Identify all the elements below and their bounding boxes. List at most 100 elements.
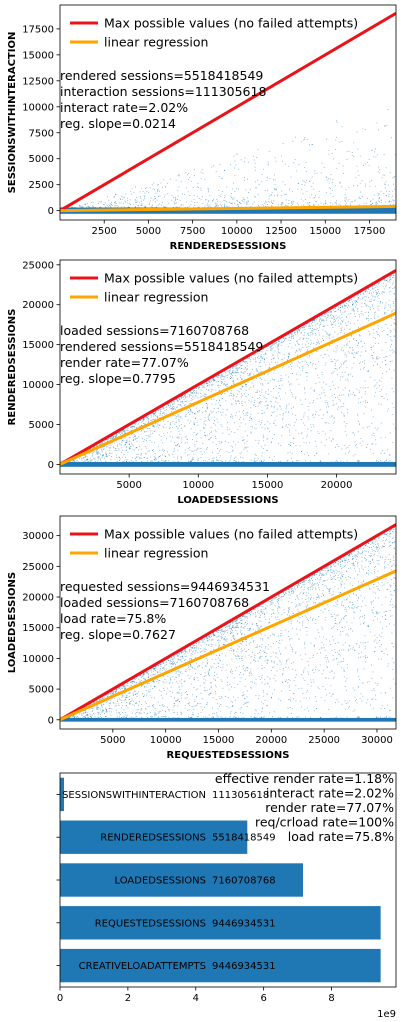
scatter-point bbox=[118, 449, 120, 451]
scatter-point bbox=[249, 373, 251, 375]
scatter-point bbox=[82, 206, 84, 207]
scatter-point bbox=[381, 377, 383, 379]
scatter-point bbox=[123, 206, 125, 208]
scatter-point bbox=[121, 441, 123, 443]
scatter-point bbox=[189, 403, 191, 404]
scatter-point bbox=[291, 393, 293, 395]
scatter-point bbox=[339, 379, 341, 381]
scatter-point bbox=[92, 451, 94, 452]
scatter-point bbox=[238, 372, 239, 374]
scatter-point bbox=[118, 202, 120, 204]
scatter-point bbox=[386, 460, 387, 462]
scatter-point bbox=[320, 355, 322, 357]
scatter-point bbox=[238, 188, 239, 190]
scatter-point bbox=[386, 190, 387, 192]
scatter-point bbox=[258, 184, 260, 185]
scatter-point bbox=[236, 366, 238, 368]
scatter-point bbox=[297, 329, 299, 331]
scatter-point bbox=[388, 201, 390, 203]
scatter-point bbox=[213, 398, 215, 400]
scatter-point bbox=[175, 417, 177, 419]
scatter-point bbox=[304, 184, 306, 186]
scatter-point bbox=[332, 404, 334, 406]
scatter-point bbox=[340, 323, 342, 325]
scatter-point bbox=[196, 421, 198, 423]
x-tick-label: 15000 bbox=[309, 226, 341, 237]
scatter-point bbox=[373, 288, 375, 290]
scatter-point bbox=[235, 401, 237, 402]
scatter-point bbox=[234, 203, 236, 204]
scatter-point bbox=[395, 323, 396, 325]
scatter-point bbox=[335, 139, 337, 141]
scatter-point bbox=[175, 197, 177, 198]
scatter-point bbox=[261, 401, 263, 403]
scatter-point bbox=[393, 204, 394, 205]
scatter-point bbox=[100, 202, 102, 204]
scatter-point bbox=[156, 199, 158, 201]
scatter-point bbox=[283, 339, 285, 341]
scatter-point bbox=[185, 394, 186, 396]
scatter-point bbox=[165, 186, 167, 188]
scatter-point bbox=[215, 443, 217, 445]
scatter-point bbox=[274, 179, 276, 181]
scatter-point bbox=[122, 198, 124, 200]
scatter-point bbox=[96, 445, 98, 447]
scatter-point bbox=[110, 447, 111, 449]
scatter-point bbox=[392, 195, 393, 197]
scatter-point bbox=[193, 206, 195, 208]
scatter-point bbox=[239, 202, 240, 204]
scatter-point bbox=[163, 432, 165, 434]
scatter-point bbox=[274, 174, 275, 176]
scatter-point bbox=[143, 419, 144, 421]
scatter-point bbox=[155, 201, 156, 203]
scatter-point bbox=[149, 440, 151, 441]
scatter-point bbox=[393, 176, 395, 178]
scatter-point bbox=[143, 419, 145, 420]
scatter-point bbox=[257, 357, 258, 358]
scatter-point bbox=[385, 184, 386, 186]
scatter-point bbox=[225, 460, 227, 462]
scatter-point bbox=[142, 428, 144, 430]
scatter-point bbox=[177, 175, 179, 176]
scatter-point bbox=[356, 340, 357, 341]
scatter-point bbox=[232, 446, 233, 448]
scatter-point bbox=[153, 419, 155, 421]
scatter-point bbox=[281, 203, 283, 205]
scatter-point bbox=[242, 436, 244, 438]
scatter-point bbox=[124, 193, 126, 195]
scatter-point bbox=[367, 197, 368, 199]
scatter-point bbox=[217, 206, 219, 208]
scatter-point bbox=[131, 193, 133, 195]
scatter-point bbox=[369, 376, 371, 378]
scatter-point bbox=[140, 196, 141, 198]
scatter-point bbox=[365, 402, 366, 404]
scatter-point bbox=[325, 433, 326, 435]
scatter-point bbox=[93, 446, 95, 448]
scatter-point bbox=[218, 387, 220, 388]
scatter-point bbox=[384, 307, 385, 309]
scatter-point bbox=[155, 423, 157, 424]
scatter-point bbox=[180, 404, 182, 406]
scatter-point bbox=[186, 435, 187, 437]
scatter-point bbox=[267, 189, 269, 191]
scatter-point bbox=[242, 372, 244, 374]
scatter-point bbox=[140, 430, 142, 432]
scatter-point bbox=[85, 456, 87, 457]
scatter-point bbox=[288, 336, 290, 338]
scatter-point bbox=[261, 452, 263, 454]
scatter-point bbox=[320, 461, 322, 463]
scatter-point bbox=[385, 393, 387, 395]
scatter-point bbox=[367, 371, 369, 373]
scatter-point bbox=[332, 381, 334, 383]
scatter-point bbox=[311, 342, 312, 344]
scatter-point bbox=[391, 340, 393, 342]
scatter-point bbox=[394, 310, 396, 312]
scatter-point bbox=[344, 197, 346, 199]
scatter-point bbox=[322, 319, 324, 321]
scatter-point bbox=[318, 341, 320, 342]
scatter-point bbox=[160, 413, 161, 415]
scatter-point bbox=[224, 169, 225, 171]
scatter-point bbox=[351, 152, 353, 153]
scatter-point bbox=[166, 406, 168, 408]
scatter-point bbox=[256, 370, 258, 372]
